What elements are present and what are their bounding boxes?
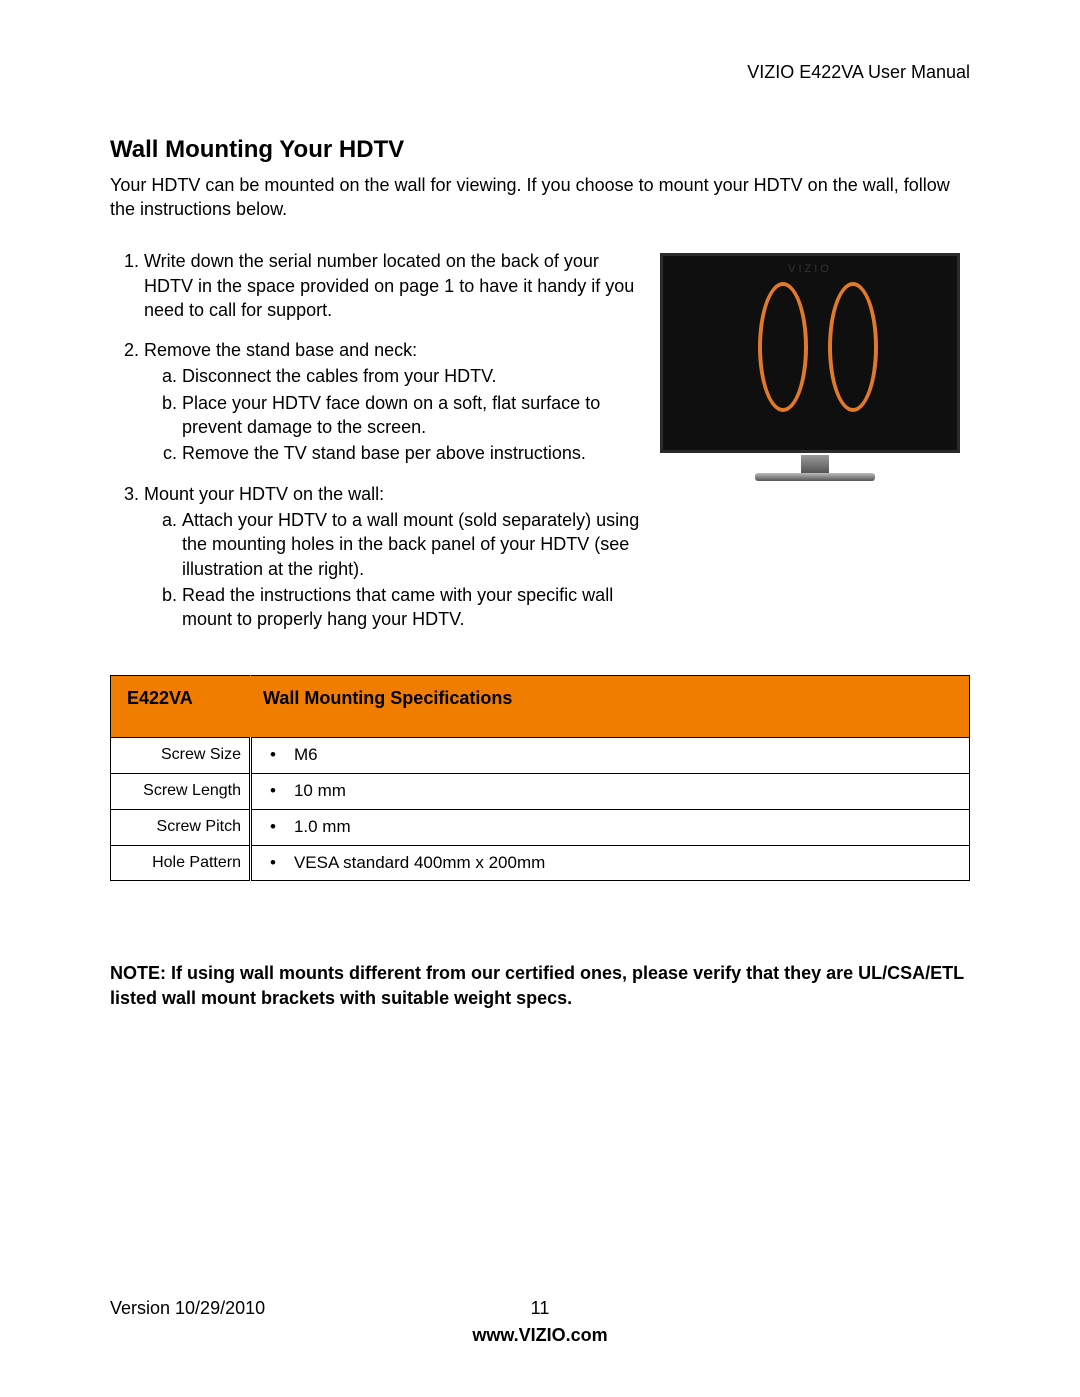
spec-value: 10 mm (251, 773, 970, 809)
step-1: Write down the serial number located on … (144, 249, 642, 322)
section-title: Wall Mounting Your HDTV (110, 134, 970, 166)
spec-value-text: M6 (294, 745, 318, 764)
step-2a: Disconnect the cables from your HDTV. (182, 364, 642, 388)
spec-label: Screw Size (111, 737, 251, 773)
spec-value: VESA standard 400mm x 200mm (251, 845, 970, 881)
spec-value: 1.0 mm (251, 809, 970, 845)
spec-table-model: E422VA (111, 676, 251, 737)
step-2: Remove the stand base and neck: Disconne… (144, 338, 642, 465)
section-intro: Your HDTV can be mounted on the wall for… (110, 173, 970, 222)
spec-value-text: VESA standard 400mm x 200mm (294, 853, 545, 872)
instruction-list: Write down the serial number located on … (110, 249, 642, 631)
table-row: Screw Size M6 (111, 737, 970, 773)
spec-value: M6 (251, 737, 970, 773)
tv-back-illustration: VIZIO (660, 253, 970, 483)
spec-table-title: Wall Mounting Specifications (251, 676, 970, 737)
footer-version: Version 10/29/2010 (110, 1296, 265, 1320)
mounting-hole-highlight-right (828, 282, 878, 412)
step-3-text: Mount your HDTV on the wall: (144, 484, 384, 504)
step-2c: Remove the TV stand base per above instr… (182, 441, 642, 465)
spec-label: Screw Pitch (111, 809, 251, 845)
table-row: Screw Length 10 mm (111, 773, 970, 809)
table-row: Screw Pitch 1.0 mm (111, 809, 970, 845)
step-3b: Read the instructions that came with you… (182, 583, 642, 632)
tv-stand-base (755, 473, 875, 481)
footer-url: www.VIZIO.com (110, 1323, 970, 1347)
note-text: NOTE: If using wall mounts different fro… (110, 961, 970, 1010)
step-3: Mount your HDTV on the wall: Attach your… (144, 482, 642, 632)
doc-header: VIZIO E422VA User Manual (110, 60, 970, 84)
footer-page-number: 11 (531, 1296, 550, 1320)
spec-table: E422VA Wall Mounting Specifications Scre… (110, 675, 970, 881)
spec-label: Screw Length (111, 773, 251, 809)
mounting-hole-highlight-left (758, 282, 808, 412)
page-footer: Version 10/29/2010 11 Version 10/29/2010… (110, 1296, 970, 1347)
step-3a: Attach your HDTV to a wall mount (sold s… (182, 508, 642, 581)
table-row: Hole Pattern VESA standard 400mm x 200mm (111, 845, 970, 881)
spec-value-text: 1.0 mm (294, 817, 351, 836)
spec-label: Hole Pattern (111, 845, 251, 881)
spec-value-text: 10 mm (294, 781, 346, 800)
step-2b: Place your HDTV face down on a soft, fla… (182, 391, 642, 440)
step-2-text: Remove the stand base and neck: (144, 340, 417, 360)
tv-stand-neck (801, 455, 829, 473)
